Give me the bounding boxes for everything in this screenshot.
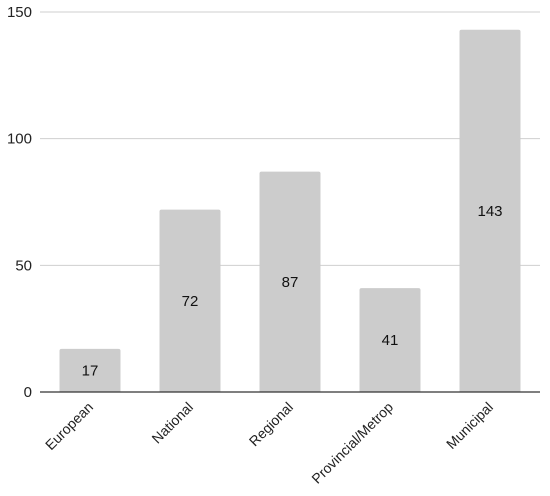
labels: 0 50 100 150 17 European 72 National 87 Regional 4… xyxy=(7,4,503,487)
y-tick-label: 150 xyxy=(7,4,32,21)
bar-regional xyxy=(259,171,321,392)
data-label: 17 xyxy=(82,362,99,379)
x-category-label: Regional xyxy=(246,399,296,449)
bar-municipal xyxy=(459,29,521,392)
data-label: 72 xyxy=(182,293,199,310)
bar-national xyxy=(159,209,221,392)
x-category-label: Municipal xyxy=(443,399,496,452)
data-label: 87 xyxy=(282,274,299,291)
data-label: 41 xyxy=(382,332,399,349)
y-tick-label: 100 xyxy=(7,131,32,148)
bars xyxy=(59,29,521,392)
x-category-label: European xyxy=(42,399,96,453)
x-category-label: National xyxy=(148,399,196,447)
y-tick-label: 50 xyxy=(15,257,32,274)
bar-provincial-metrop xyxy=(359,288,421,392)
x-category-label: Provincial/Metrop xyxy=(308,399,396,487)
data-label: 143 xyxy=(477,203,502,220)
bar-european xyxy=(59,348,121,392)
y-tick-label: 0 xyxy=(24,384,32,401)
